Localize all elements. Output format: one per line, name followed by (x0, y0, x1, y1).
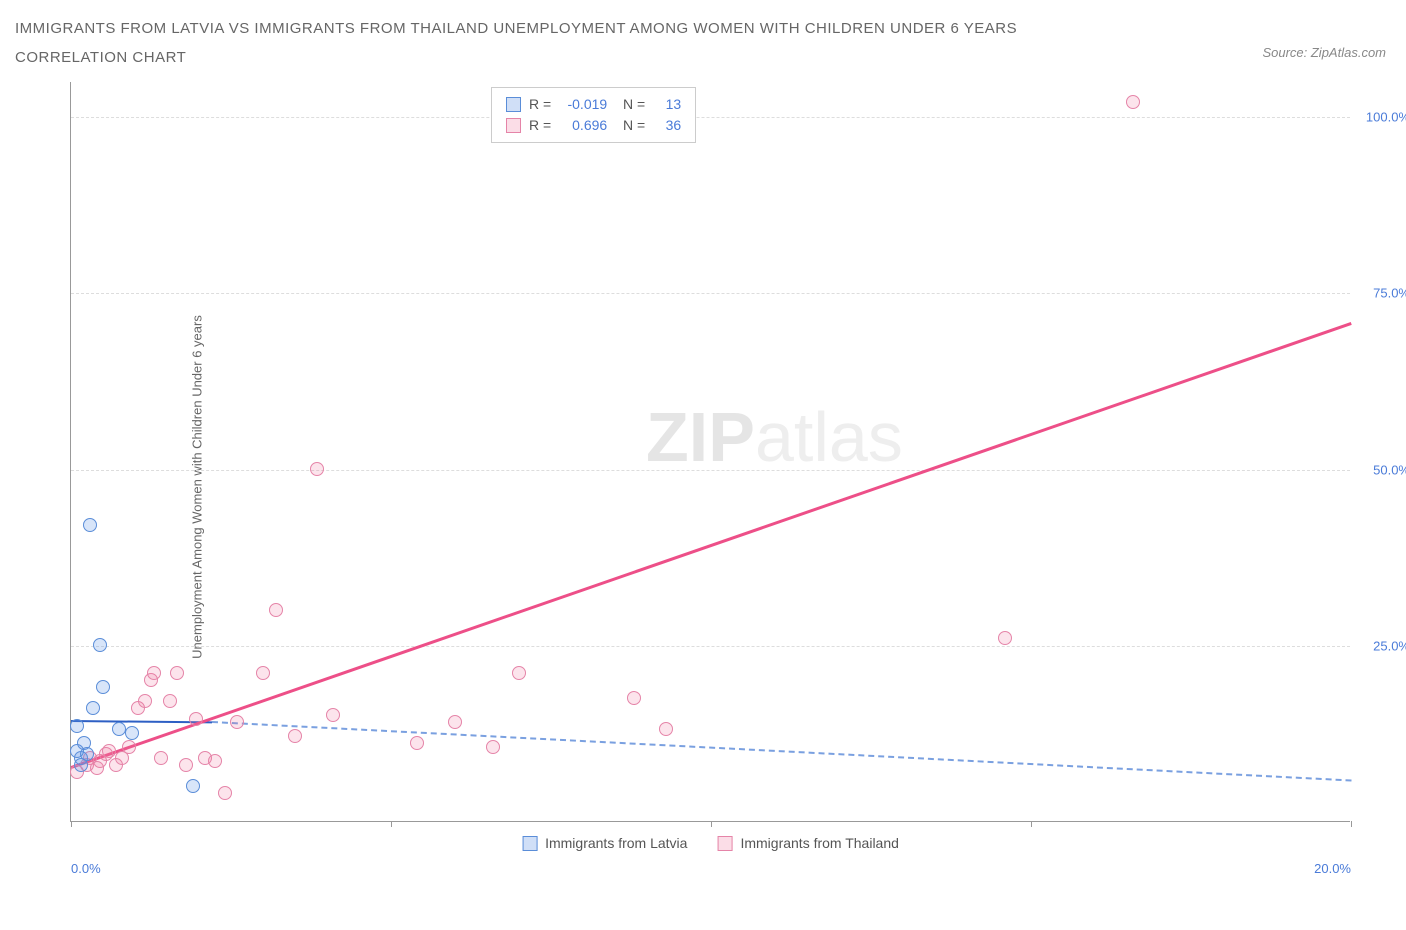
trend-line-latvia-ext (212, 721, 1351, 781)
x-tick-label: 20.0% (1314, 861, 1351, 876)
data-point-thailand (102, 744, 116, 758)
grid-line (71, 470, 1350, 471)
source-attribution: Source: ZipAtlas.com (1262, 45, 1386, 60)
x-tick (1351, 821, 1352, 827)
r-label: R = (529, 94, 551, 115)
y-tick-label: 25.0% (1373, 638, 1406, 653)
legend-item-latvia: Immigrants from Latvia (522, 835, 687, 851)
data-point-thailand (998, 631, 1012, 645)
legend-swatch-thailand (506, 118, 521, 133)
chart-title-line2: CORRELATION CHART (15, 44, 1391, 73)
thailand-r-value: 0.696 (559, 115, 607, 136)
data-point-thailand (122, 740, 136, 754)
n-label: N = (615, 94, 645, 115)
legend-label-thailand: Immigrants from Thailand (740, 835, 898, 851)
data-point-thailand (256, 666, 270, 680)
data-point-latvia (83, 518, 97, 532)
data-point-thailand (170, 666, 184, 680)
thailand-n-value: 36 (653, 115, 681, 136)
x-tick (391, 821, 392, 827)
data-point-latvia (70, 719, 84, 733)
n-label: N = (615, 115, 645, 136)
legend-stats-box: R = -0.019 N = 13 R = 0.696 N = 36 (491, 87, 696, 143)
data-point-latvia (93, 638, 107, 652)
x-tick-label: 0.0% (71, 861, 101, 876)
legend-swatch-thailand (717, 836, 732, 851)
watermark: ZIPatlas (646, 397, 903, 477)
data-point-thailand (269, 603, 283, 617)
data-point-thailand (230, 715, 244, 729)
data-point-thailand (410, 736, 424, 750)
y-tick-label: 50.0% (1373, 462, 1406, 477)
legend-label-latvia: Immigrants from Latvia (545, 835, 687, 851)
data-point-thailand (189, 712, 203, 726)
data-point-thailand (154, 751, 168, 765)
grid-line (71, 293, 1350, 294)
plot-area: ZIPatlas R = -0.019 N = 13 R = 0.696 N =… (70, 82, 1350, 822)
legend-stats-row-latvia: R = -0.019 N = 13 (506, 94, 681, 115)
watermark-atlas: atlas (755, 398, 903, 476)
y-tick-label: 100.0% (1366, 110, 1406, 125)
chart-title-line1: IMMIGRANTS FROM LATVIA VS IMMIGRANTS FRO… (15, 15, 1391, 44)
data-point-latvia (112, 722, 126, 736)
data-point-latvia (86, 701, 100, 715)
legend-stats-row-thailand: R = 0.696 N = 36 (506, 115, 681, 136)
data-point-thailand (288, 729, 302, 743)
legend-item-thailand: Immigrants from Thailand (717, 835, 898, 851)
data-point-thailand (218, 786, 232, 800)
data-point-thailand (486, 740, 500, 754)
r-label: R = (529, 115, 551, 136)
y-tick-label: 75.0% (1373, 286, 1406, 301)
data-point-thailand (512, 666, 526, 680)
grid-line (71, 646, 1350, 647)
data-point-latvia (70, 744, 84, 758)
data-point-thailand (627, 691, 641, 705)
data-point-latvia (96, 680, 110, 694)
data-point-thailand (90, 761, 104, 775)
data-point-thailand (659, 722, 673, 736)
data-point-thailand (208, 754, 222, 768)
chart-title-block: IMMIGRANTS FROM LATVIA VS IMMIGRANTS FRO… (15, 15, 1391, 72)
data-point-thailand (179, 758, 193, 772)
data-point-thailand (138, 694, 152, 708)
data-point-latvia (186, 779, 200, 793)
legend-swatch-latvia (506, 97, 521, 112)
data-point-latvia (125, 726, 139, 740)
data-point-thailand (163, 694, 177, 708)
data-point-thailand (1126, 95, 1140, 109)
data-point-thailand (147, 666, 161, 680)
grid-line (71, 117, 1350, 118)
data-point-thailand (448, 715, 462, 729)
data-point-thailand (310, 462, 324, 476)
latvia-r-value: -0.019 (559, 94, 607, 115)
latvia-n-value: 13 (653, 94, 681, 115)
watermark-zip: ZIP (646, 398, 755, 476)
trend-line-thailand (71, 322, 1352, 768)
x-tick (711, 821, 712, 827)
x-tick (1031, 821, 1032, 827)
data-point-thailand (326, 708, 340, 722)
x-tick (71, 821, 72, 827)
legend-swatch-latvia (522, 836, 537, 851)
chart-container: Unemployment Among Women with Children U… (15, 82, 1391, 892)
legend-bottom: Immigrants from Latvia Immigrants from T… (522, 835, 899, 851)
